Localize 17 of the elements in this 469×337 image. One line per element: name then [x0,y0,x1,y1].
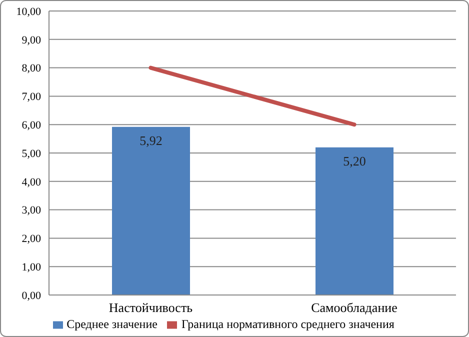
y-tick-label: 0,00 [22,290,42,302]
y-tick-label: 8,00 [22,62,42,75]
y-tick-label: 4,00 [22,176,42,188]
y-tick-label: 3,00 [22,204,42,217]
y-tick-label: 6,00 [22,120,42,132]
y-tick-label: 1,00 [22,262,42,274]
y-tick-label: 5,00 [22,148,42,160]
data-label: 5,92 [140,132,162,148]
data-label: 5,20 [343,153,366,168]
x-tick-label: Самообладание [311,300,398,316]
legend-label: Граница нормативного среднего значения [181,317,394,331]
legend-label: Среднее значение [66,317,158,331]
y-tick-label: 9,00 [22,34,42,46]
y-tick-label: 2,00 [22,233,42,246]
x-tick-label: Настойчивость [108,300,193,316]
y-tick-label: 7,00 [22,91,42,104]
y-tick-label: 10,00 [16,6,42,18]
